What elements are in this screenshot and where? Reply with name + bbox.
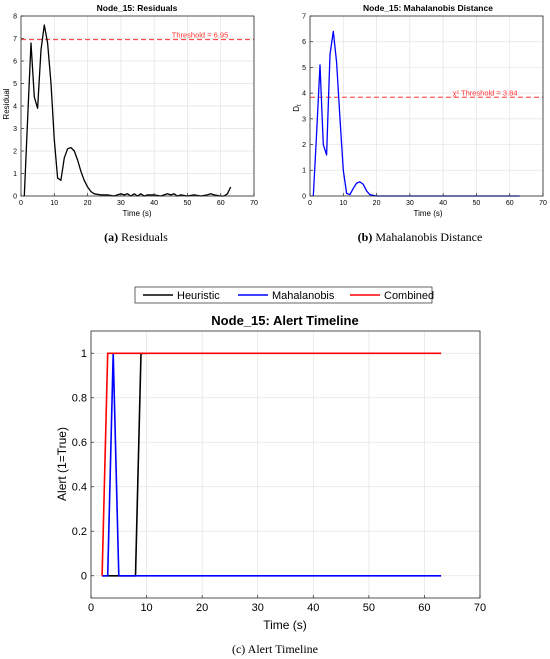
mahalanobis-y-tick-label: 0 — [302, 193, 306, 200]
mahalanobis-x-tick-label: 40 — [439, 200, 447, 207]
caption-residuals: (a) Residuals — [104, 230, 168, 244]
residuals-x-tick-label: 70 — [250, 200, 258, 207]
alert-x-tick-label: 40 — [307, 602, 319, 614]
mahalanobis-y-axis-label: Dt — [292, 104, 303, 112]
mahalanobis-y-tick-label: 6 — [302, 39, 306, 46]
alert-y-tick-label: 0.2 — [72, 526, 87, 538]
residuals-x-tick-label: 60 — [217, 200, 225, 207]
alert-x-tick-label: 50 — [363, 602, 375, 614]
legend-box — [134, 286, 433, 304]
residuals-series-line — [23, 24, 232, 197]
residuals-chart: Node_15: Residuals Threshold = 6.95 0 10 2… — [2, 3, 258, 218]
alert-y-tick-label: 1 — [81, 348, 87, 360]
alert-x-tick-label: 60 — [418, 602, 430, 614]
alert-x-tick-label: 70 — [474, 602, 486, 614]
mahalanobis-x-tick-label: 60 — [506, 200, 514, 207]
alert-y-tick-label: 0 — [81, 571, 87, 583]
mahalanobis-x-tick-label: 70 — [539, 200, 547, 207]
mahalanobis-y-tick-label: 7 — [302, 13, 306, 20]
residuals-y-tick-label: 1 — [13, 171, 17, 178]
alert-y-axis-label: Alert (1=True) — [55, 427, 69, 501]
residuals-y-tick-label: 3 — [13, 126, 17, 133]
residuals-x-tick-label: 20 — [84, 200, 92, 207]
alert-axes-frame — [90, 330, 481, 599]
residuals-chart-title: Node_15: Residuals — [97, 3, 178, 13]
legend-label-combined: Combined — [384, 290, 434, 302]
alert-y-tick-label: 0.6 — [72, 437, 87, 449]
alert-combined-line — [101, 352, 442, 576]
alert-x-tick-label: 30 — [252, 602, 264, 614]
alert-timeline-chart: Heuristic Mahalanobis Combined Node_15: Al… — [55, 286, 486, 632]
residuals-y-axis-label: Residual — [2, 88, 11, 119]
mahalanobis-y-tick-label: 3 — [302, 116, 306, 123]
alert-x-tick-label: 0 — [88, 602, 94, 614]
mahalanobis-chart-title: Node_15: Mahalanobis Distance — [363, 3, 493, 13]
mahalanobis-axes-frame — [309, 15, 544, 197]
residuals-x-tick-label: 30 — [117, 200, 125, 207]
residuals-x-tick-label: 50 — [184, 200, 192, 207]
mahalanobis-y-tick-label: 4 — [302, 91, 306, 98]
mahalanobis-x-tick-label: 50 — [473, 200, 481, 207]
alert-mahalanobis-line — [102, 352, 442, 577]
mahalanobis-x-tick-label: 30 — [406, 200, 414, 207]
alert-x-axis-label: Time (s) — [263, 618, 307, 632]
mahalanobis-threshold-label: χ² Threshold = 3.84 — [452, 88, 517, 97]
residuals-x-tick-label: 40 — [150, 200, 158, 207]
alert-y-tick-label: 0.4 — [72, 482, 87, 494]
alert-x-tick-label: 10 — [140, 602, 152, 614]
mahalanobis-x-tick-label: 20 — [373, 200, 381, 207]
caption-mahalanobis: (b) Mahalanobis Distance — [358, 230, 483, 244]
residuals-y-tick-label: 6 — [13, 58, 17, 65]
residuals-y-tick-label: 2 — [13, 148, 17, 155]
residuals-y-tick-label: 4 — [13, 103, 17, 110]
mahalanobis-x-tick-label: 10 — [339, 200, 347, 207]
residuals-x-tick-label: 10 — [50, 200, 58, 207]
mahalanobis-y-tick-label: 1 — [302, 168, 306, 175]
mahalanobis-x-axis-label: Time (s) — [413, 209, 442, 218]
residuals-y-tick-label: 8 — [13, 13, 17, 20]
alert-y-tick-label: 0.8 — [72, 393, 87, 405]
mahalanobis-y-tick-label: 5 — [302, 65, 306, 72]
residuals-threshold-label: Threshold = 6.95 — [172, 31, 229, 40]
alert-x-tick-label: 20 — [196, 602, 208, 614]
residuals-x-tick-label: 0 — [19, 200, 23, 207]
mahalanobis-chart: Node_15: Mahalanobis Distance χ² Thresho… — [292, 3, 547, 218]
residuals-y-tick-label: 5 — [13, 81, 17, 88]
mahalanobis-y-tick-label: 2 — [302, 142, 306, 149]
mahalanobis-x-tick-label: 0 — [308, 200, 312, 207]
residuals-y-tick-label: 7 — [13, 36, 17, 43]
caption-alert-timeline: (c) Alert Timeline — [232, 642, 318, 656]
residuals-y-tick-label: 0 — [13, 193, 17, 200]
residuals-x-axis-label: Time (s) — [122, 209, 151, 218]
alert-timeline-title: Node_15: Alert Timeline — [211, 313, 358, 328]
mahalanobis-series-line — [312, 30, 520, 197]
legend-label-heuristic: Heuristic — [177, 290, 220, 302]
legend-label-mahalanobis: Mahalanobis — [272, 290, 335, 302]
